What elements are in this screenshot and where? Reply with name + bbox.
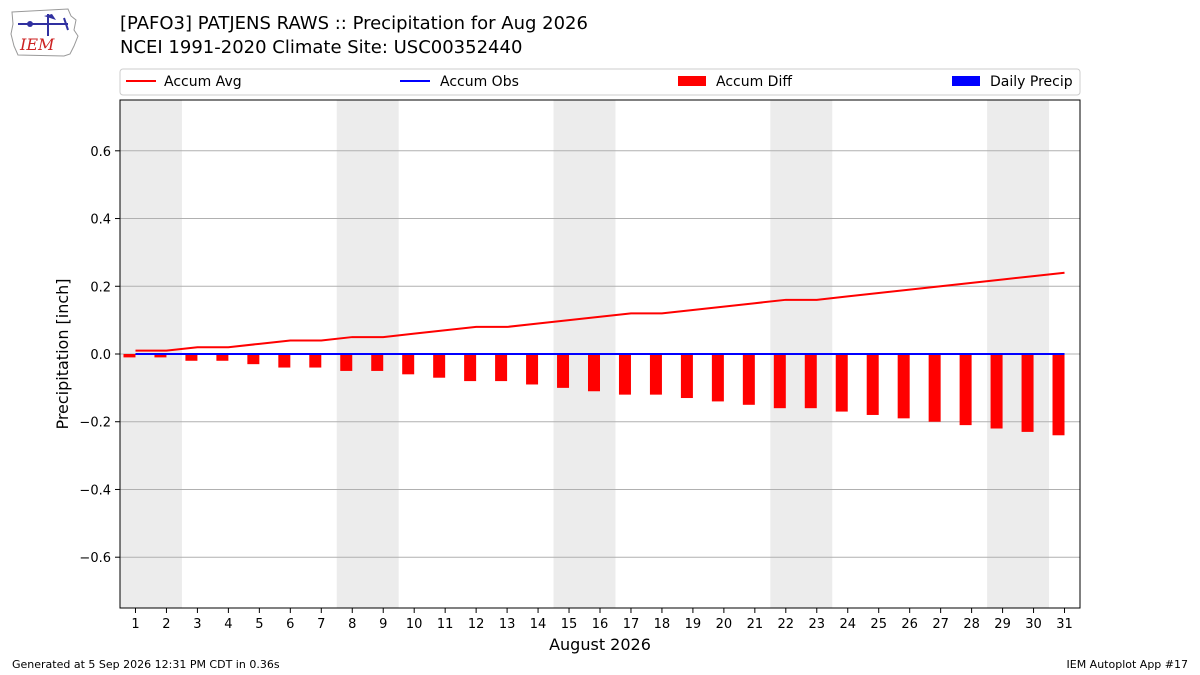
x-tick-label: 13 [499,617,516,632]
x-tick-label: 18 [654,617,671,632]
accum-diff-bar [371,354,383,371]
x-tick-label: 16 [592,617,609,632]
x-tick-label: 25 [870,617,887,632]
x-tick-label: 9 [379,617,387,632]
accum-diff-bar [681,354,693,398]
x-tick-label: 20 [716,617,733,632]
x-tick-label: 19 [685,617,702,632]
x-axis-label: August 2026 [549,635,651,654]
accum-diff-bar [619,354,631,395]
accum-diff-bar [1053,354,1065,435]
x-tick-label: 8 [348,617,356,632]
y-tick-label: −0.2 [79,416,111,431]
x-tick-label: 29 [994,617,1011,632]
x-tick-label: 12 [468,617,485,632]
legend-label-accum-obs: Accum Obs [440,74,519,90]
y-axis-label: Precipitation [inch] [53,278,72,429]
x-tick-label: 22 [778,617,795,632]
accum-diff-bar [588,354,600,391]
x-tick-label: 27 [932,617,949,632]
x-tick-label: 31 [1056,617,1073,632]
x-tick-label: 7 [317,617,325,632]
accum-diff-bar [402,354,414,374]
x-tick-label: 28 [963,617,980,632]
accum-diff-bar [774,354,786,408]
accum-diff-bar [123,354,135,357]
app-label: IEM Autoplot App #17 [1067,658,1189,671]
accum-diff-bar [1022,354,1034,432]
x-tick-label: 21 [747,617,764,632]
accum-diff-bar [216,354,228,361]
accum-diff-bar [929,354,941,422]
accum-diff-bar [464,354,476,381]
x-tick-label: 4 [224,617,232,632]
accum-diff-bar [712,354,724,401]
accum-diff-bar [526,354,538,384]
y-tick-label: 0.2 [90,280,111,295]
legend-swatch-daily-precip [952,76,980,86]
y-tick-label: −0.6 [79,551,111,566]
accum-diff-bar [650,354,662,395]
accum-diff-bar [309,354,321,368]
generated-timestamp: Generated at 5 Sep 2026 12:31 PM CDT in … [12,658,280,671]
accum-diff-bar [557,354,569,388]
x-tick-label: 26 [901,617,918,632]
x-tick-label: 14 [530,617,547,632]
accum-diff-bar [340,354,352,371]
y-tick-label: −0.4 [79,483,111,498]
x-tick-label: 1 [131,617,139,632]
x-axis: 1 2 3 4 5 6 7 8 9 10 11 12 13 14 15 16 17 18 19 20 21 22 23 24 2… [131,608,1072,632]
x-tick-label: 24 [839,617,856,632]
legend-box [120,69,1080,95]
x-tick-label: 3 [193,617,201,632]
legend-label-daily-precip: Daily Precip [990,74,1073,90]
x-tick-label: 17 [623,617,640,632]
x-tick-label: 6 [286,617,294,632]
accum-diff-bar [960,354,972,425]
y-tick-label: 0.0 [90,348,111,363]
x-tick-label: 15 [561,617,578,632]
y-tick-label: 0.4 [90,213,111,228]
x-tick-label: 11 [437,617,454,632]
x-tick-label: 10 [406,617,423,632]
x-tick-label: 2 [162,617,170,632]
x-tick-label: 30 [1025,617,1042,632]
y-tick-label: 0.6 [90,145,111,160]
legend-label-accum-diff: Accum Diff [716,74,792,90]
accum-diff-bar [247,354,259,364]
legend-label-accum-avg: Accum Avg [164,74,242,90]
legend: Accum Avg Accum Obs Accum Diff Daily Precip [120,69,1080,95]
accum-diff-bar [898,354,910,418]
legend-swatch-accum-diff [678,76,706,86]
accum-diff-bar [743,354,755,405]
accum-diff-bar [185,354,197,361]
y-axis: −0.6 −0.4 −0.2 0.0 0.2 0.4 0.6 [79,145,120,566]
accum-diff-bar [495,354,507,381]
accum-diff-bar [867,354,879,415]
x-tick-label: 23 [809,617,826,632]
accum-diff-bar [991,354,1003,429]
x-tick-label: 5 [255,617,263,632]
accum-diff-bar [805,354,817,408]
accum-diff-bar [836,354,848,412]
accum-diff-bar [278,354,290,368]
accum-diff-bar [433,354,445,378]
